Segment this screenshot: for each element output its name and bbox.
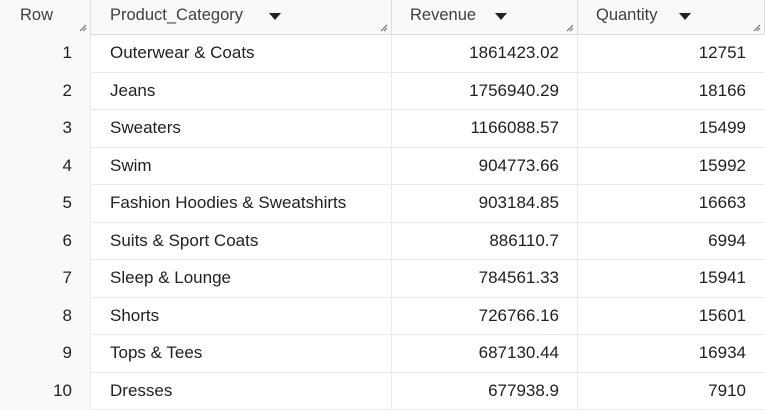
quantity-cell[interactable]: 15601 (578, 298, 765, 336)
revenue-cell[interactable]: 784561.33 (392, 260, 578, 298)
revenue-cell[interactable]: 886110.7 (392, 223, 578, 261)
quantity-cell[interactable]: 15992 (578, 148, 765, 186)
column-resize-handle-icon[interactable] (752, 23, 761, 32)
revenue-cell[interactable]: 904773.66 (392, 148, 578, 186)
table-row[interactable]: 1 Outerwear & Coats 1861423.02 12751 (0, 35, 765, 73)
table-body: 1 Outerwear & Coats 1861423.02 12751 2 J… (0, 35, 765, 410)
table-row[interactable]: 9 Tops & Tees 687130.44 16934 (0, 335, 765, 373)
quantity-cell[interactable]: 15941 (578, 260, 765, 298)
column-header-product-category[interactable]: Product_Category (91, 0, 392, 35)
product-category-cell[interactable]: Fashion Hoodies & Sweatshirts (91, 185, 392, 223)
product-category-cell[interactable]: Dresses (91, 373, 392, 410)
table-row[interactable]: 6 Suits & Sport Coats 886110.7 6994 (0, 223, 765, 261)
column-header-revenue[interactable]: Revenue (392, 0, 578, 35)
product-category-cell[interactable]: Suits & Sport Coats (91, 223, 392, 261)
column-header-quantity[interactable]: Quantity (578, 0, 765, 35)
sort-dropdown-icon[interactable] (269, 13, 281, 20)
revenue-cell[interactable]: 677938.9 (392, 373, 578, 410)
quantity-cell[interactable]: 16663 (578, 185, 765, 223)
column-header-label: Product_Category (110, 6, 243, 25)
product-category-cell[interactable]: Swim (91, 148, 392, 186)
quantity-cell[interactable]: 15499 (578, 110, 765, 148)
product-category-cell[interactable]: Shorts (91, 298, 392, 336)
table-row[interactable]: 10 Dresses 677938.9 7910 (0, 373, 765, 410)
row-number-cell: 3 (0, 110, 91, 148)
row-number-cell: 6 (0, 223, 91, 261)
quantity-cell[interactable]: 7910 (578, 373, 765, 410)
table-row[interactable]: 2 Jeans 1756940.29 18166 (0, 73, 765, 111)
revenue-cell[interactable]: 1861423.02 (392, 35, 578, 73)
row-number-cell: 2 (0, 73, 91, 111)
row-number-cell: 10 (0, 373, 91, 410)
row-number-cell: 9 (0, 335, 91, 373)
sort-dropdown-icon[interactable] (679, 13, 691, 20)
table-row[interactable]: 3 Sweaters 1166088.57 15499 (0, 110, 765, 148)
quantity-cell[interactable]: 12751 (578, 35, 765, 73)
sort-dropdown-icon[interactable] (495, 13, 507, 20)
table-row[interactable]: 7 Sleep & Lounge 784561.33 15941 (0, 260, 765, 298)
column-resize-handle-icon[interactable] (78, 23, 87, 32)
column-header-label: Row (20, 6, 53, 25)
column-header-label: Quantity (596, 6, 657, 25)
table-row[interactable]: 4 Swim 904773.66 15992 (0, 148, 765, 186)
row-number-cell: 4 (0, 148, 91, 186)
revenue-cell[interactable]: 1756940.29 (392, 73, 578, 111)
revenue-cell[interactable]: 903184.85 (392, 185, 578, 223)
quantity-cell[interactable]: 18166 (578, 73, 765, 111)
product-category-cell[interactable]: Tops & Tees (91, 335, 392, 373)
row-number-cell: 8 (0, 298, 91, 336)
product-category-cell[interactable]: Sweaters (91, 110, 392, 148)
row-number-cell: 7 (0, 260, 91, 298)
quantity-cell[interactable]: 6994 (578, 223, 765, 261)
product-category-cell[interactable]: Jeans (91, 73, 392, 111)
product-category-cell[interactable]: Sleep & Lounge (91, 260, 392, 298)
column-header-label: Revenue (410, 6, 476, 25)
column-header-row: Row (0, 0, 91, 35)
row-number-cell: 1 (0, 35, 91, 73)
table-row[interactable]: 5 Fashion Hoodies & Sweatshirts 903184.8… (0, 185, 765, 223)
product-category-cell[interactable]: Outerwear & Coats (91, 35, 392, 73)
revenue-cell[interactable]: 1166088.57 (392, 110, 578, 148)
row-number-cell: 5 (0, 185, 91, 223)
column-resize-handle-icon[interactable] (379, 23, 388, 32)
table-header: Row Product_Category Revenue Quantity (0, 0, 765, 35)
quantity-cell[interactable]: 16934 (578, 335, 765, 373)
column-resize-handle-icon[interactable] (565, 23, 574, 32)
revenue-cell[interactable]: 726766.16 (392, 298, 578, 336)
table-row[interactable]: 8 Shorts 726766.16 15601 (0, 298, 765, 336)
revenue-cell[interactable]: 687130.44 (392, 335, 578, 373)
